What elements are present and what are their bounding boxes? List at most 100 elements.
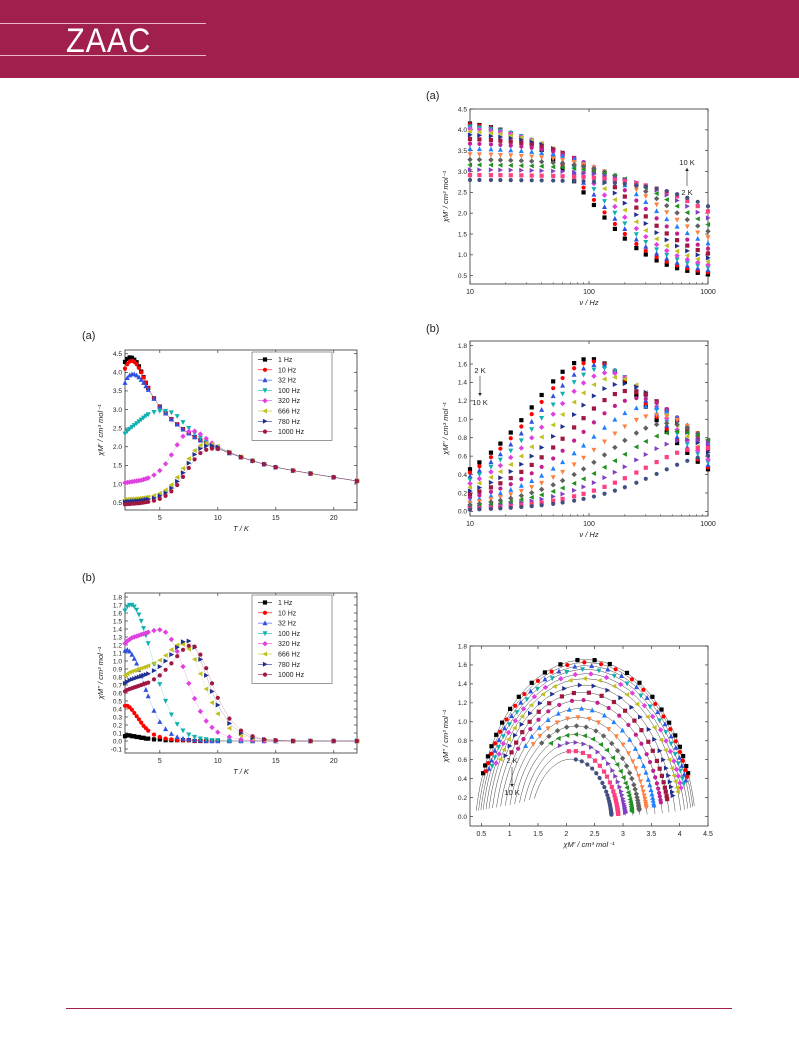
data-point: [500, 740, 507, 747]
figure-label-left-b: (b): [82, 572, 96, 584]
temperature-annotation: 2 K 10 K: [504, 756, 519, 797]
series-T-1: [467, 359, 711, 475]
data-point: [598, 741, 604, 747]
data-point: [508, 475, 513, 481]
data-point: [654, 186, 659, 191]
data-point: [602, 180, 607, 185]
data-point: [507, 743, 513, 749]
data-point: [560, 169, 566, 175]
data-point: [622, 451, 627, 457]
data-point: [611, 673, 617, 679]
data-point: [499, 720, 505, 725]
data-point: [643, 184, 648, 189]
y-tick-label: 1.0: [458, 719, 467, 726]
data-point: [169, 485, 175, 491]
data-point: [571, 471, 577, 478]
data-point: [508, 162, 513, 168]
data-point: [591, 373, 597, 379]
data-point: [497, 462, 504, 469]
data-point: [643, 248, 648, 253]
data-point: [151, 396, 157, 401]
data-point: [624, 670, 630, 676]
data-point: [488, 469, 494, 475]
data-point: [555, 735, 561, 741]
data-point: [571, 399, 577, 405]
data-point: [612, 488, 617, 493]
data-point: [551, 379, 556, 384]
legend-marker: [262, 610, 268, 615]
series-T-13: [467, 436, 711, 511]
data-point: [508, 132, 513, 138]
data-point: [658, 737, 664, 743]
data-point: [622, 410, 628, 416]
data-point: [215, 702, 221, 708]
data-point: [508, 139, 513, 144]
data-point: [129, 707, 135, 712]
data-point: [467, 477, 473, 483]
data-point: [634, 241, 639, 247]
data-point: [685, 237, 690, 242]
data-point: [643, 227, 648, 233]
data-point: [198, 450, 203, 456]
data-point: [131, 634, 137, 640]
legend-marker: [262, 377, 268, 383]
data-point: [684, 260, 690, 266]
data-point: [654, 758, 660, 764]
y-tick-label: 1.2: [458, 700, 467, 707]
data-point: [629, 690, 636, 696]
x-tick-label: 2: [564, 831, 568, 838]
data-point: [675, 243, 680, 249]
data-point: [129, 355, 135, 360]
data-point: [654, 223, 659, 228]
data-point: [550, 422, 556, 428]
data-point: [643, 476, 648, 481]
data-point: [664, 794, 669, 799]
data-point: [591, 480, 597, 486]
data-point: [467, 470, 473, 475]
data-point: [622, 374, 628, 381]
data-point: [673, 733, 678, 738]
data-point: [488, 485, 494, 490]
journal-header: ZAAC: [0, 0, 799, 78]
data-point: [539, 464, 544, 470]
data-point: [169, 661, 174, 666]
data-point: [529, 444, 534, 450]
data-point: [591, 202, 597, 208]
data-point: [157, 408, 163, 414]
data-point: [215, 711, 220, 717]
x-tick-label: 1000: [700, 521, 716, 528]
y-tick-label: 3.5: [458, 148, 467, 155]
data-point: [664, 455, 669, 460]
data-point: [581, 170, 587, 176]
data-point: [622, 437, 628, 444]
data-point: [681, 771, 687, 777]
data-point: [649, 791, 655, 797]
data-point: [674, 434, 680, 440]
data-point: [677, 744, 683, 749]
data-point: [486, 766, 492, 771]
data-point: [539, 144, 544, 149]
cole-series-T-2: [480, 663, 691, 811]
annotation-arrowhead: [478, 393, 482, 396]
data-point: [146, 680, 151, 685]
data-point: [626, 770, 633, 776]
data-point: [580, 667, 586, 673]
data-point: [705, 437, 711, 443]
data-point: [654, 216, 659, 221]
data-point: [581, 402, 587, 408]
data-point: [551, 498, 556, 503]
data-point: [524, 697, 530, 703]
cole-series-T-15: [534, 757, 614, 817]
data-point: [591, 393, 597, 399]
data-point: [503, 753, 509, 759]
data-point: [642, 799, 648, 805]
data-point: [168, 416, 174, 422]
data-point: [675, 231, 680, 236]
data-point: [476, 480, 482, 486]
data-point: [516, 694, 521, 699]
data-point: [664, 262, 669, 267]
legend-marker: [262, 367, 268, 372]
data-point: [676, 754, 682, 760]
data-point: [668, 733, 674, 739]
data-point: [622, 376, 627, 382]
